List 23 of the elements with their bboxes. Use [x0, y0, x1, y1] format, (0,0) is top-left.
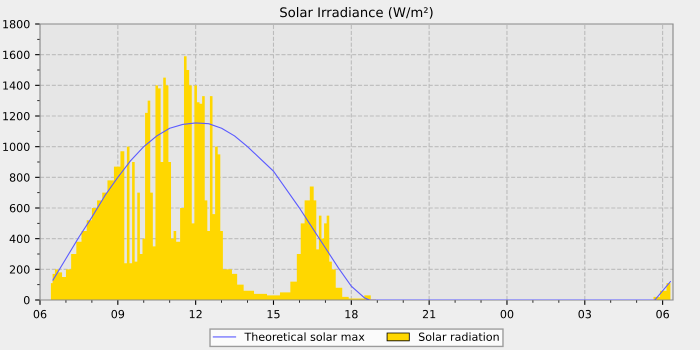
y-tick-label: 1200: [3, 112, 30, 120]
y-tick-label: 800: [10, 173, 30, 182]
y-tick-label: 600: [10, 204, 30, 212]
x-tick-label: 09: [111, 310, 124, 318]
y-tick-label: 1000: [3, 142, 30, 152]
y-tick-label: 200: [10, 265, 30, 274]
y-tick-label: 0: [24, 296, 30, 304]
x-tick-label: 03: [578, 310, 591, 318]
legend-label: Solar radiation: [418, 332, 499, 341]
line-series: [52, 122, 671, 300]
x-tick-label: 00: [500, 310, 514, 318]
x-tick-label: 18: [345, 310, 358, 318]
y-tick-label: 1400: [3, 81, 30, 90]
chart-title: Solar Irradiance (W/m²): [280, 7, 433, 19]
legend-label: Theoretical solar max: [244, 332, 364, 341]
x-tick-label: 21: [422, 310, 436, 318]
x-tick-label: 06: [656, 310, 669, 318]
x-tick-label: 06: [34, 310, 46, 318]
x-tick-label: 12: [190, 310, 202, 318]
y-tick-label: 1800: [3, 20, 30, 28]
y-tick-label: 1600: [3, 50, 30, 60]
y-tick-label: 400: [10, 234, 30, 244]
x-tick-label: 15: [268, 310, 280, 318]
